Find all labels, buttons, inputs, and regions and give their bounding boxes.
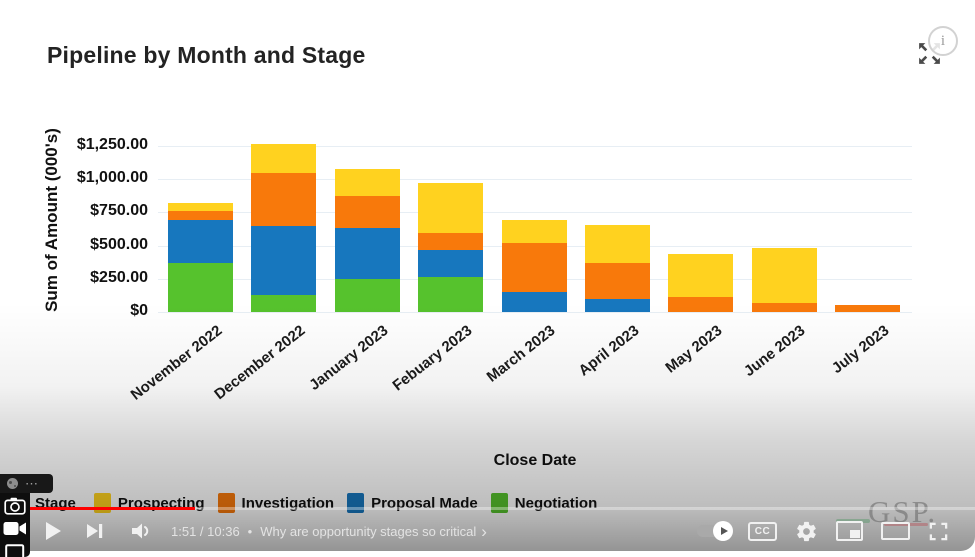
info-icon: i (928, 26, 958, 56)
controls-left: 1:51 / 10:36 • Why are opportunity stage… (44, 514, 487, 548)
autoplay-play-glyph (720, 527, 728, 535)
bar-segment-proposal-made (251, 225, 317, 296)
x-category-label: July 2023 (828, 322, 893, 377)
theater-mode-button[interactable] (881, 522, 910, 540)
bar-segment-prospecting (418, 182, 484, 233)
bar-segment-prospecting (168, 203, 233, 212)
y-tick-label: $1,000.00 (76, 169, 148, 187)
extension-header[interactable]: ⋯ (0, 474, 53, 493)
x-category-label: December 2022 (211, 322, 309, 404)
legend-swatch (490, 493, 508, 513)
player-controls: 1:51 / 10:36 • Why are opportunity stage… (0, 514, 975, 548)
bar-segment-proposal-made (168, 220, 233, 263)
screenshot-camera-button[interactable] (0, 497, 30, 515)
x-category-label: April 2023 (574, 322, 642, 380)
chapter-chevron-icon: › (481, 521, 487, 541)
bar-segment-prospecting (501, 220, 567, 243)
legend-swatch (217, 493, 235, 513)
progress-played (0, 507, 195, 510)
bar-segment-investigation (168, 211, 233, 221)
bar-segment-investigation (751, 302, 817, 312)
bar-segment-proposal-made (585, 299, 650, 312)
bar-segment-investigation (251, 172, 317, 226)
miniplayer-button[interactable] (836, 521, 863, 541)
y-tick-label: $750.00 (90, 202, 148, 220)
next-icon[interactable] (86, 522, 104, 540)
bar-segment-proposal-made (501, 292, 567, 312)
time-chapter-separator: • (247, 523, 253, 539)
volume-icon[interactable] (130, 521, 152, 541)
bar-segment-negotiation (251, 295, 317, 312)
bar-segment-negotiation (168, 262, 233, 312)
bar-segment-investigation (668, 296, 734, 312)
progress-bar[interactable] (0, 507, 975, 510)
settings-gear-icon[interactable] (795, 520, 818, 543)
chart-title: Pipeline by Month and Stage (47, 42, 366, 68)
play-icon[interactable] (44, 521, 62, 541)
bar-segment-investigation (334, 196, 400, 228)
legend-item: Investigation (217, 493, 335, 513)
x-category-label: May 2023 (662, 322, 726, 377)
legend-label: Investigation (241, 494, 335, 512)
legend-swatch (93, 493, 111, 513)
grid-line (158, 312, 912, 313)
controls-right: CC (697, 514, 949, 548)
screen-recorder-button[interactable] (0, 520, 30, 537)
watermark-smudge-red (884, 523, 928, 526)
chart-legend: Stage Prospecting Investigation Proposal M… (35, 493, 610, 513)
extension-globe-icon (7, 478, 18, 489)
bar-segment-negotiation (334, 279, 400, 312)
grid-line (158, 179, 912, 181)
y-tick-label: $250.00 (90, 268, 148, 286)
miniplayer-fill (850, 530, 860, 538)
legend-item: Negotiation (490, 493, 598, 513)
autoplay-toggle[interactable] (697, 521, 733, 541)
x-category-label: January 2023 (306, 322, 392, 394)
y-tick-label: $0 (130, 302, 148, 319)
bar-segment-prospecting (251, 144, 317, 173)
grid-line (158, 146, 912, 147)
legend-swatch (347, 493, 365, 513)
time-display: 1:51 / 10:36 (171, 523, 240, 539)
x-category-label: Febuary 2023 (389, 322, 476, 395)
x-category-label: June 2023 (741, 322, 809, 381)
bar-segment-investigation (501, 242, 567, 293)
legend-label: Proposal Made (371, 494, 478, 512)
bar-segment-prospecting (668, 254, 734, 297)
chapter-button[interactable]: Why are opportunity stages so critical › (260, 521, 487, 541)
x-axis-title: Close Date (493, 452, 577, 469)
bar-segment-prospecting (334, 168, 400, 197)
bar-segment-investigation (418, 232, 484, 251)
y-tick-label: $500.00 (90, 235, 148, 253)
y-tick-label: $1,250.00 (76, 136, 148, 153)
legend-item: Proposal Made (347, 493, 478, 513)
autoplay-knob (713, 521, 733, 541)
bar-segment-proposal-made (418, 250, 484, 278)
capture-region-button[interactable] (0, 544, 30, 557)
x-category-label: March 2023 (483, 322, 559, 386)
fullscreen-icon[interactable] (928, 521, 949, 542)
bar-segment-proposal-made (334, 227, 400, 280)
grid-line (158, 212, 912, 214)
more-options-icon: ⋯ (25, 475, 39, 491)
legend-item: Prospecting (93, 493, 205, 513)
x-category-label: November 2022 (127, 322, 225, 404)
bar-segment-negotiation (418, 277, 484, 312)
chapter-title: Why are opportunity stages so critical (260, 523, 477, 539)
legend-label: Negotiation (514, 494, 598, 512)
cc-label: CC (754, 525, 771, 537)
bar-segment-prospecting (751, 248, 817, 303)
info-glyph: i (940, 32, 946, 49)
bar-segment-investigation (585, 262, 650, 300)
subtitles-button[interactable]: CC (748, 521, 777, 541)
bar-segment-investigation (835, 305, 901, 312)
bar-segment-prospecting (585, 225, 650, 263)
legend-items: Prospecting Investigation Proposal Made Neg… (93, 493, 610, 513)
